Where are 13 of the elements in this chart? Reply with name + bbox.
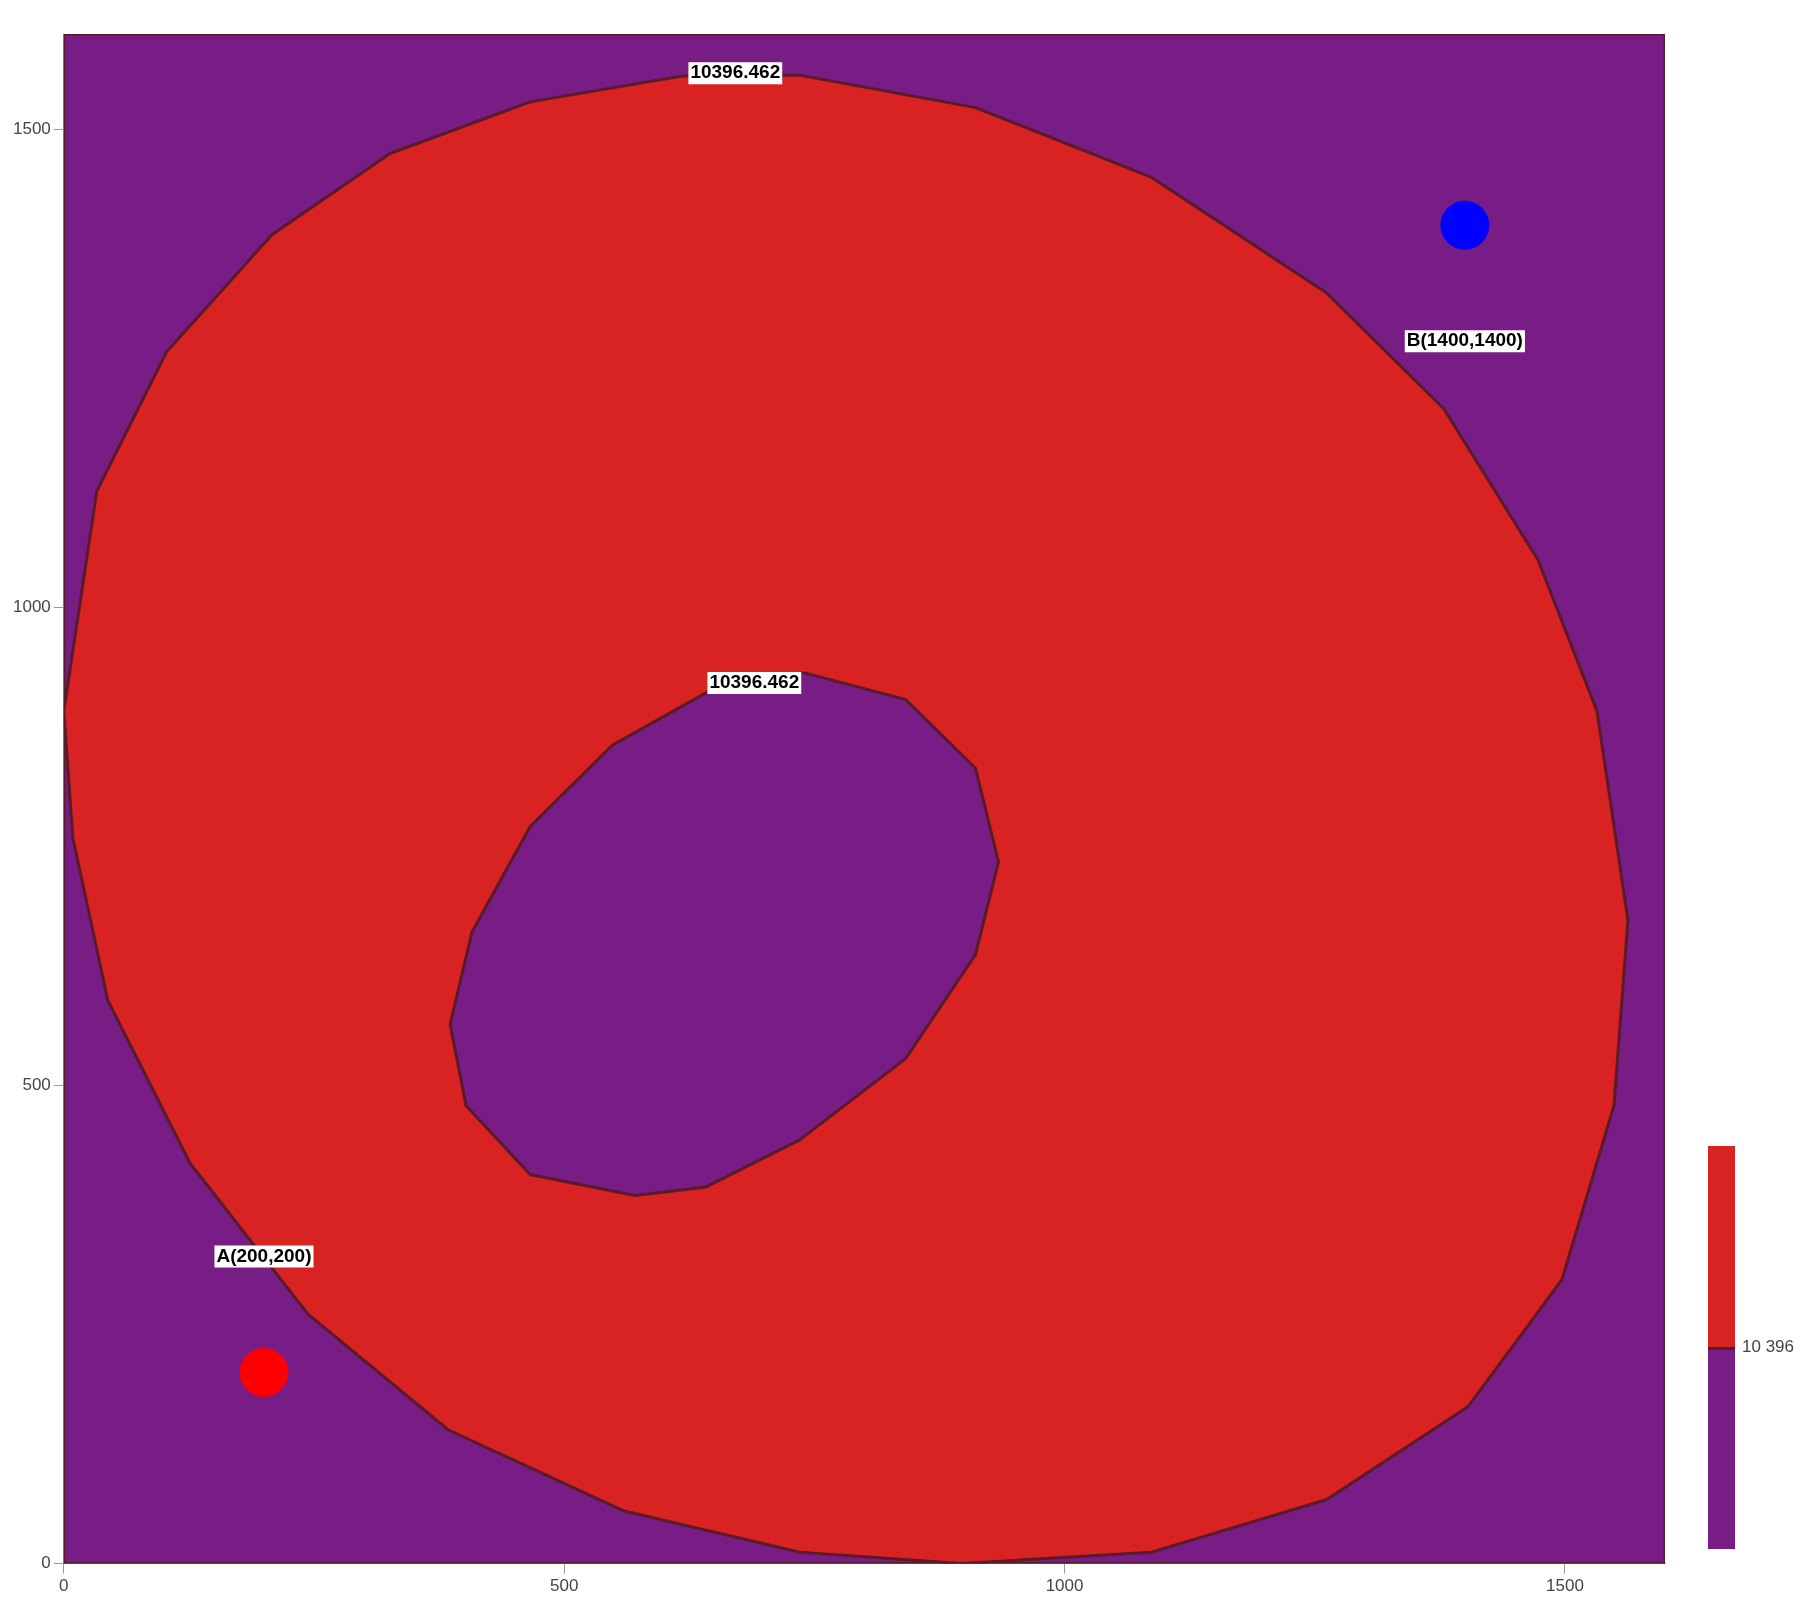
x-tick-label: 0 [59, 1576, 69, 1596]
y-tick-label: 1000 [12, 597, 51, 617]
y-tick-label: 500 [22, 1075, 51, 1095]
x-tick-label: 1500 [1546, 1576, 1584, 1596]
annotation: A(200,200) [216, 1244, 312, 1266]
x-tick-label: 1000 [1045, 1576, 1084, 1596]
annotation: B(1400,1400) [1406, 329, 1523, 351]
y-tick-label: 1500 [12, 119, 51, 139]
text: 10 396 [1742, 1337, 1794, 1357]
x-tick-label: 500 [550, 1576, 579, 1596]
annotation: 10396.462 [709, 671, 800, 693]
annotation: 10396.462 [690, 61, 781, 83]
y-tick-label: 0 [41, 1553, 51, 1573]
